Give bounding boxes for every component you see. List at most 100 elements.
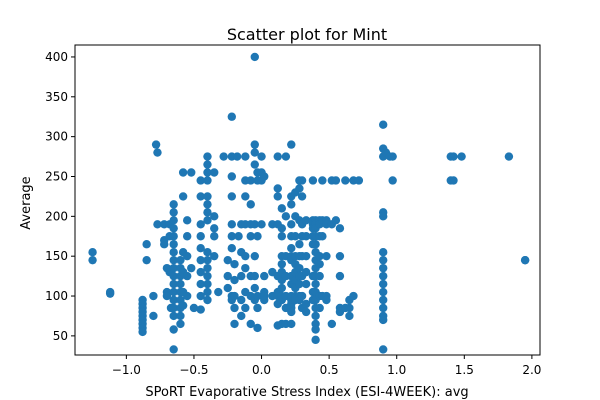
data-point xyxy=(203,200,212,209)
data-point xyxy=(187,168,196,177)
data-point xyxy=(227,244,236,253)
data-point xyxy=(88,255,97,265)
data-point xyxy=(227,220,236,229)
data-point xyxy=(227,112,236,121)
data-point xyxy=(178,192,188,201)
data-point xyxy=(169,255,178,265)
data-point xyxy=(273,152,282,161)
y-tick-label: 150 xyxy=(45,249,68,263)
data-point xyxy=(379,120,388,129)
data-point xyxy=(311,335,320,345)
data-point xyxy=(169,248,178,257)
data-point xyxy=(149,311,158,321)
data-points xyxy=(88,52,530,354)
data-point xyxy=(277,259,287,269)
data-point xyxy=(203,248,212,257)
data-point xyxy=(379,271,388,281)
x-tick-label: 1.0 xyxy=(387,363,406,377)
data-point xyxy=(253,232,262,241)
y-tick-label: 350 xyxy=(45,90,68,104)
data-point xyxy=(182,216,192,225)
data-point xyxy=(241,152,250,161)
data-point xyxy=(196,291,205,301)
data-point xyxy=(379,345,388,354)
data-point xyxy=(277,232,287,241)
data-point xyxy=(210,232,219,241)
data-point xyxy=(237,271,246,281)
data-point xyxy=(169,345,178,354)
data-point xyxy=(241,263,250,273)
data-point xyxy=(169,240,178,249)
data-point xyxy=(297,192,307,201)
data-point xyxy=(295,263,304,273)
data-point xyxy=(257,152,266,161)
x-tick-label: 0.5 xyxy=(320,363,339,377)
data-point xyxy=(287,140,296,149)
data-point xyxy=(308,176,318,185)
data-point xyxy=(151,140,161,149)
data-point xyxy=(203,208,212,217)
data-point xyxy=(182,232,192,241)
data-point xyxy=(287,319,296,329)
data-point xyxy=(169,224,178,233)
data-point xyxy=(210,168,219,177)
data-point xyxy=(287,244,296,253)
data-point xyxy=(388,152,397,161)
data-point xyxy=(322,251,331,261)
data-point xyxy=(379,303,388,313)
data-point xyxy=(246,232,255,241)
data-point xyxy=(149,291,158,301)
data-point xyxy=(203,168,212,177)
data-point xyxy=(182,251,192,261)
data-point xyxy=(196,220,205,229)
data-point xyxy=(233,152,242,161)
data-point xyxy=(196,255,205,265)
data-point xyxy=(331,216,341,225)
x-tick-label: −1.0 xyxy=(112,363,141,377)
data-point xyxy=(250,148,259,157)
data-point xyxy=(196,279,205,289)
data-point xyxy=(203,152,212,161)
data-point xyxy=(189,303,199,313)
data-point xyxy=(449,152,458,161)
data-point xyxy=(295,184,304,193)
data-point xyxy=(203,176,212,185)
data-point xyxy=(335,251,345,261)
data-point xyxy=(315,303,324,313)
data-point xyxy=(210,251,219,261)
data-point xyxy=(176,311,185,321)
data-point xyxy=(182,291,192,301)
data-point xyxy=(311,279,320,289)
data-point xyxy=(277,224,287,233)
data-point xyxy=(223,271,232,281)
data-point xyxy=(237,295,246,305)
data-point xyxy=(379,212,388,221)
data-point xyxy=(253,303,262,313)
data-point xyxy=(277,204,287,213)
data-point xyxy=(169,295,178,305)
y-tick-label: 250 xyxy=(45,169,68,183)
data-point xyxy=(241,251,250,261)
data-point xyxy=(169,279,178,289)
data-point xyxy=(176,255,185,265)
data-point xyxy=(379,248,388,257)
data-point xyxy=(169,232,178,241)
data-point xyxy=(178,168,188,177)
data-point xyxy=(318,176,327,185)
plot-frame xyxy=(74,44,541,356)
y-tick-label: 400 xyxy=(45,50,68,64)
chart-title: Scatter plot for Mint xyxy=(227,25,387,44)
data-point xyxy=(246,319,255,329)
x-tick-label: 0.0 xyxy=(252,363,271,377)
x-tick-label: 2.0 xyxy=(522,363,541,377)
data-point xyxy=(281,212,291,221)
data-point xyxy=(379,287,388,297)
data-point xyxy=(203,295,212,305)
data-point xyxy=(227,192,236,201)
data-point xyxy=(327,319,337,329)
data-point xyxy=(241,303,250,313)
data-point xyxy=(315,259,324,269)
data-point xyxy=(176,279,185,289)
